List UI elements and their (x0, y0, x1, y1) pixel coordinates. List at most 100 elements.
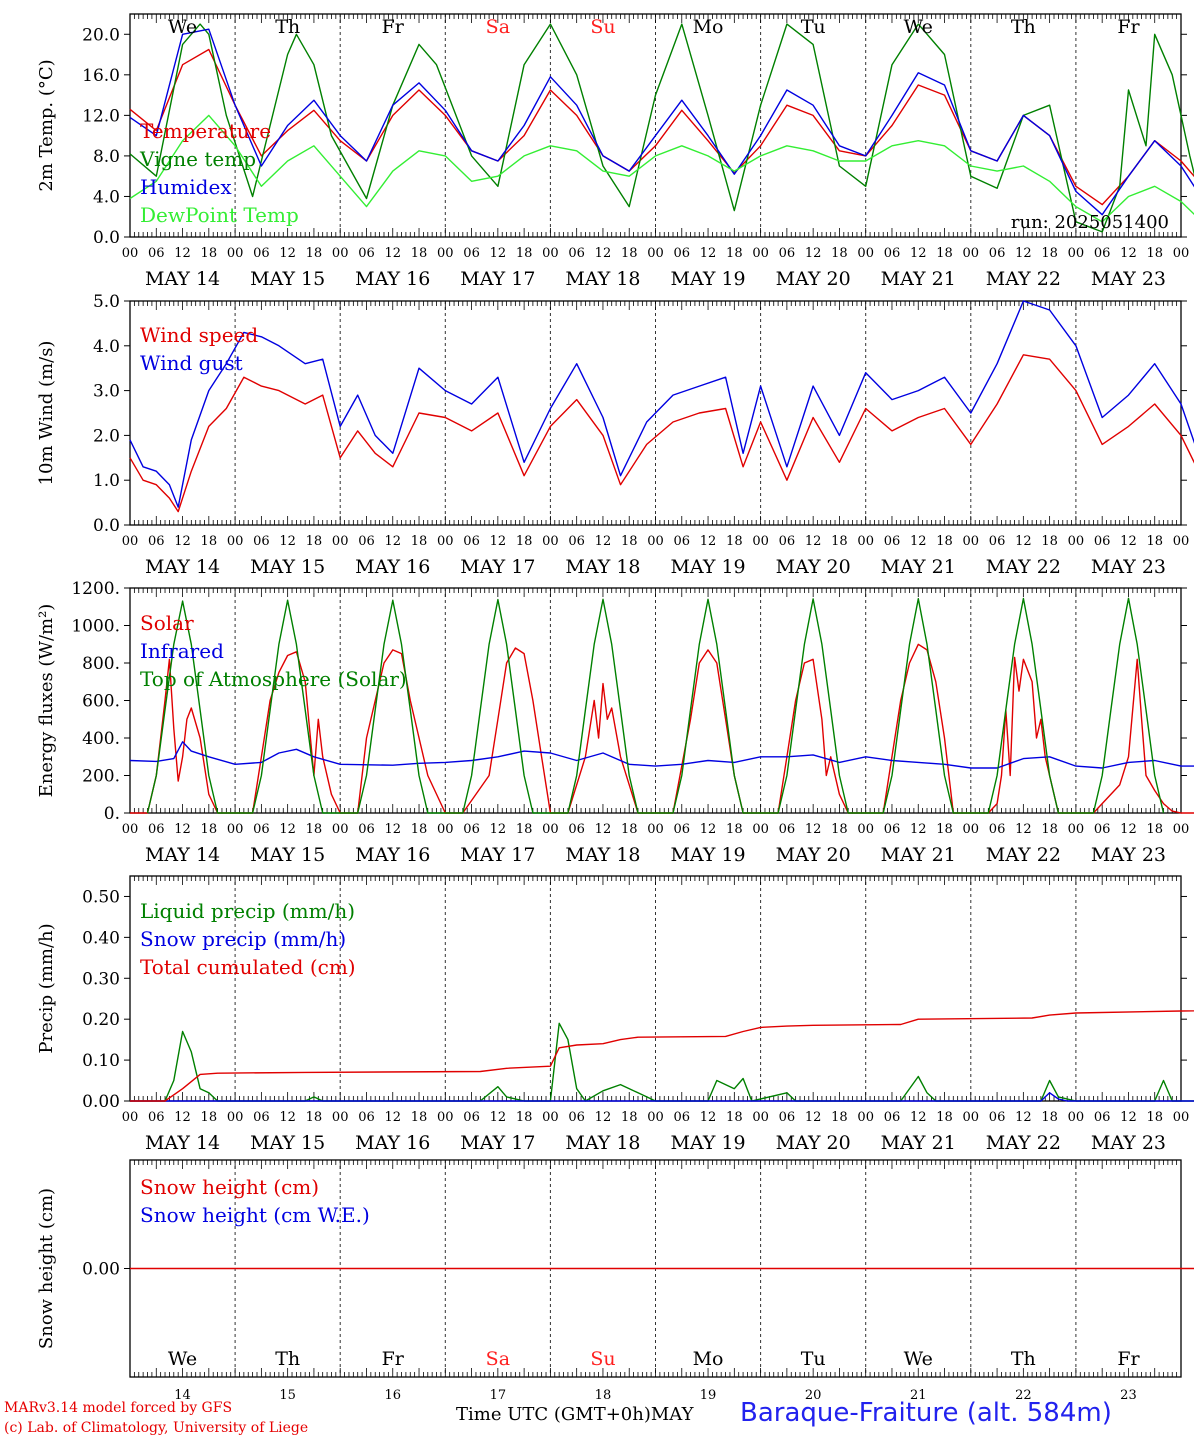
hour-tick-label: 18 (621, 1110, 638, 1125)
y-tick-label: 5.0 (93, 292, 120, 312)
hour-tick-label: 12 (1120, 246, 1137, 261)
day-name: Th (275, 1348, 300, 1370)
date-label: MAY 20 (776, 1132, 851, 1154)
legend-entry: Vigne temp (139, 147, 256, 171)
hour-tick-label: 06 (148, 1110, 165, 1125)
hour-tick-label: 06 (674, 1110, 691, 1125)
hour-tick-label: 06 (568, 822, 585, 837)
hour-tick-label: 00 (332, 246, 349, 261)
hour-tick-label: 06 (253, 1110, 270, 1125)
hour-tick-label: 18 (621, 246, 638, 261)
hour-tick-label: 12 (700, 534, 717, 549)
day-number: 18 (595, 1388, 612, 1403)
day-name: Su (590, 16, 615, 38)
hour-tick-label: 06 (358, 534, 375, 549)
hour-tick-label: 18 (306, 246, 323, 261)
legend-entry: Humidex (140, 175, 232, 199)
hour-tick-label: 00 (122, 822, 139, 837)
panel-temperature: 0.0 4.0 8.0 12.0 16.0 20.0 2m Temp. (°C) Temper… (36, 13, 1194, 290)
hour-tick-label: 00 (647, 1110, 664, 1125)
hour-tick-label: 18 (201, 534, 218, 549)
hour-tick-label: 12 (1015, 822, 1032, 837)
date-label: MAY 14 (145, 844, 220, 866)
y-tick-label: 400. (82, 729, 120, 749)
hour-tick-label: 18 (726, 1110, 743, 1125)
hour-tick-label: 12 (805, 246, 822, 261)
day-number: 21 (910, 1388, 927, 1403)
hour-tick-label: 18 (936, 246, 953, 261)
y-tick-label: 0.50 (82, 887, 120, 907)
hour-tick-label: 06 (253, 822, 270, 837)
hour-tick-label: 18 (936, 822, 953, 837)
hour-tick-label: 18 (726, 534, 743, 549)
day-name: Sa (486, 16, 510, 38)
hour-tick-label: 00 (752, 246, 769, 261)
hour-tick-label: 06 (884, 534, 901, 549)
hour-tick-label: 06 (989, 822, 1006, 837)
date-label: MAY 23 (1091, 844, 1166, 866)
date-label: MAY 17 (460, 556, 535, 578)
hour-tick-label: 00 (227, 246, 244, 261)
hour-tick-label: 00 (1068, 246, 1085, 261)
legend-entry: Snow precip (mm/h) (140, 927, 346, 951)
hour-tick-label: 00 (437, 822, 454, 837)
hour-tick-label: 12 (595, 1110, 612, 1125)
day-number: 16 (384, 1388, 401, 1403)
hour-tick-label: 06 (884, 246, 901, 261)
day-number: 22 (1015, 1388, 1032, 1403)
hour-tick-label: 06 (358, 822, 375, 837)
hour-tick-label: 06 (674, 534, 691, 549)
series-line-snow-precip-mm-h- (130, 1092, 1194, 1102)
hour-tick-label: 18 (1146, 534, 1163, 549)
hour-tick-label: 00 (752, 534, 769, 549)
y-tick-label: 4.0 (93, 187, 120, 207)
hour-tick-label: 12 (700, 822, 717, 837)
panel-precip: 0.00 0.10 0.20 0.30 0.40 0.50 Precip (mm/h) Liq… (36, 875, 1194, 1154)
y-tick-label: 20.0 (82, 25, 120, 45)
day-name: Th (1011, 1348, 1036, 1370)
hour-tick-label: 00 (963, 1110, 980, 1125)
hour-tick-label: 00 (1173, 1110, 1190, 1125)
hour-tick-label: 18 (411, 822, 428, 837)
hour-tick-label: 00 (542, 822, 559, 837)
y-tick-label: 800. (82, 654, 120, 674)
hour-tick-label: 18 (1041, 246, 1058, 261)
hour-tick-label: 00 (1068, 1110, 1085, 1125)
month-label: MAY (650, 1404, 694, 1425)
hour-tick-label: 00 (227, 534, 244, 549)
hour-tick-label: 12 (700, 246, 717, 261)
date-label: MAY 23 (1091, 1132, 1166, 1154)
hour-tick-label: 00 (857, 534, 874, 549)
hour-tick-label: 06 (779, 822, 796, 837)
date-label: MAY 18 (565, 1132, 640, 1154)
hour-tick-label: 06 (674, 822, 691, 837)
hour-tick-label: 12 (910, 1110, 927, 1125)
day-name: Fr (382, 16, 405, 38)
copyright-credit: (c) Lab. of Climatology, University of L… (4, 1420, 309, 1436)
hour-tick-label: 06 (779, 1110, 796, 1125)
hour-tick-label: 00 (332, 534, 349, 549)
hour-tick-label: 18 (201, 246, 218, 261)
date-label: MAY 20 (776, 556, 851, 578)
hour-tick-label: 18 (516, 1110, 533, 1125)
legend-entry: Wind gust (140, 351, 243, 375)
y-tick-label: 0.00 (82, 1092, 120, 1112)
date-label: MAY 20 (776, 268, 851, 290)
date-label: MAY 23 (1091, 268, 1166, 290)
hour-tick-label: 12 (384, 822, 401, 837)
panel-frame (129, 587, 1182, 814)
hour-tick-label: 00 (122, 534, 139, 549)
legend-entry: Liquid precip (mm/h) (140, 899, 355, 923)
y-tick-label: 0.10 (82, 1051, 120, 1071)
series-line-total-cumulated-cm- (130, 1010, 1194, 1102)
hour-tick-label: 00 (963, 246, 980, 261)
hour-tick-label: 18 (516, 822, 533, 837)
hour-tick-label: 18 (411, 534, 428, 549)
hour-tick-label: 18 (621, 534, 638, 549)
date-label: MAY 19 (670, 1132, 745, 1154)
hour-tick-label: 12 (279, 246, 296, 261)
series-line-humidex (129, 28, 1194, 216)
y-tick-label: 1.0 (93, 471, 120, 491)
hour-tick-label: 06 (779, 534, 796, 549)
hour-tick-label: 18 (831, 534, 848, 549)
